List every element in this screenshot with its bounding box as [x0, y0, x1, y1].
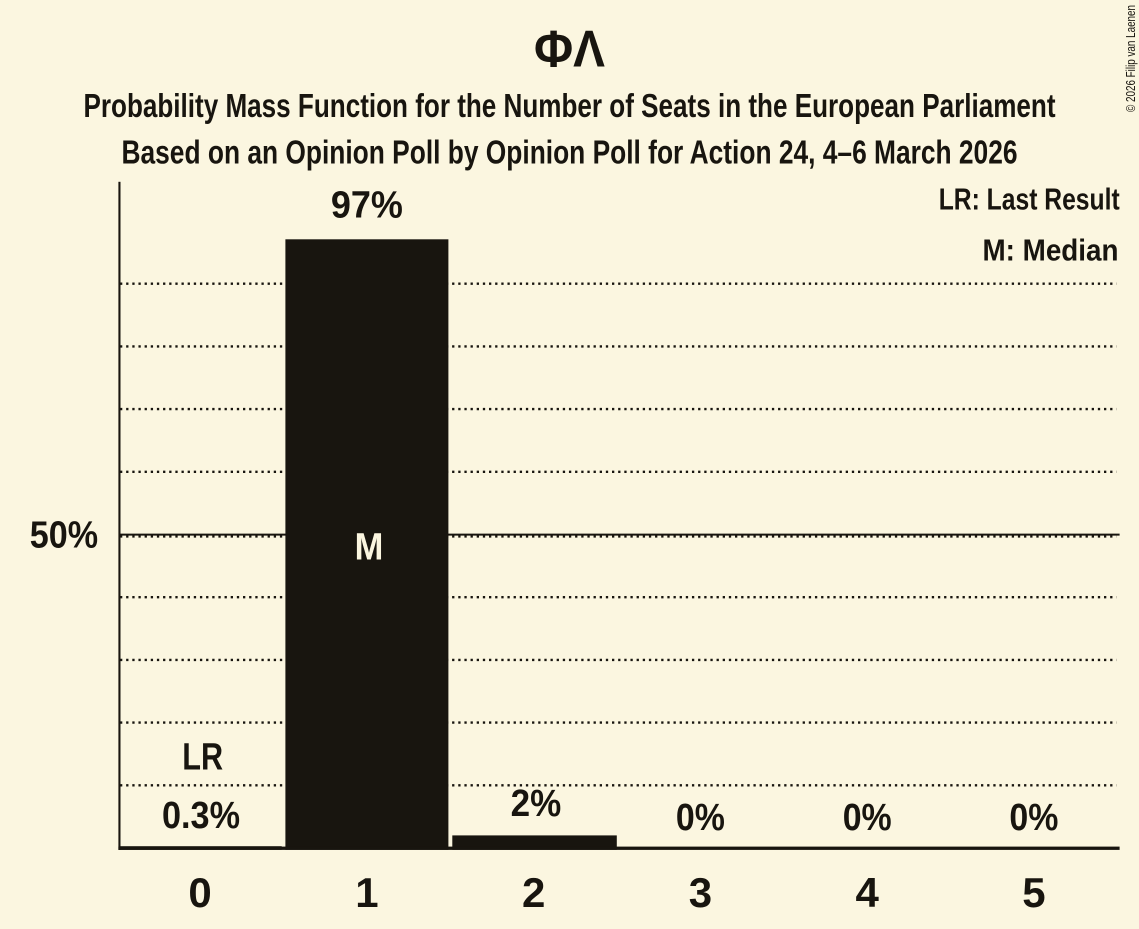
svg-text:2: 2	[522, 869, 545, 916]
svg-text:Probability Mass Function for: Probability Mass Function for the Number…	[84, 87, 1056, 125]
svg-text:5: 5	[1022, 869, 1045, 916]
svg-text:0: 0	[188, 869, 211, 916]
svg-text:M: Median: M: Median	[983, 232, 1119, 267]
svg-text:LR: LR	[182, 737, 223, 779]
svg-text:© 2026 Filip van Laenen: © 2026 Filip van Laenen	[1123, 5, 1138, 112]
svg-text:4: 4	[856, 869, 880, 916]
svg-text:0%: 0%	[676, 797, 725, 839]
svg-text:0%: 0%	[843, 797, 892, 839]
svg-text:0%: 0%	[1009, 797, 1058, 839]
svg-text:ΦΛ: ΦΛ	[534, 21, 605, 79]
svg-text:50%: 50%	[30, 515, 98, 557]
svg-text:3: 3	[689, 869, 712, 916]
svg-text:M: M	[355, 526, 384, 568]
svg-text:97%: 97%	[331, 184, 403, 226]
svg-text:LR: Last Result: LR: Last Result	[939, 182, 1120, 217]
svg-text:0.3%: 0.3%	[162, 795, 240, 837]
svg-text:2%: 2%	[511, 783, 562, 825]
svg-text:1: 1	[355, 869, 378, 916]
svg-text:Based on an Opinion Poll by Op: Based on an Opinion Poll by Opinion Poll…	[122, 134, 1018, 172]
